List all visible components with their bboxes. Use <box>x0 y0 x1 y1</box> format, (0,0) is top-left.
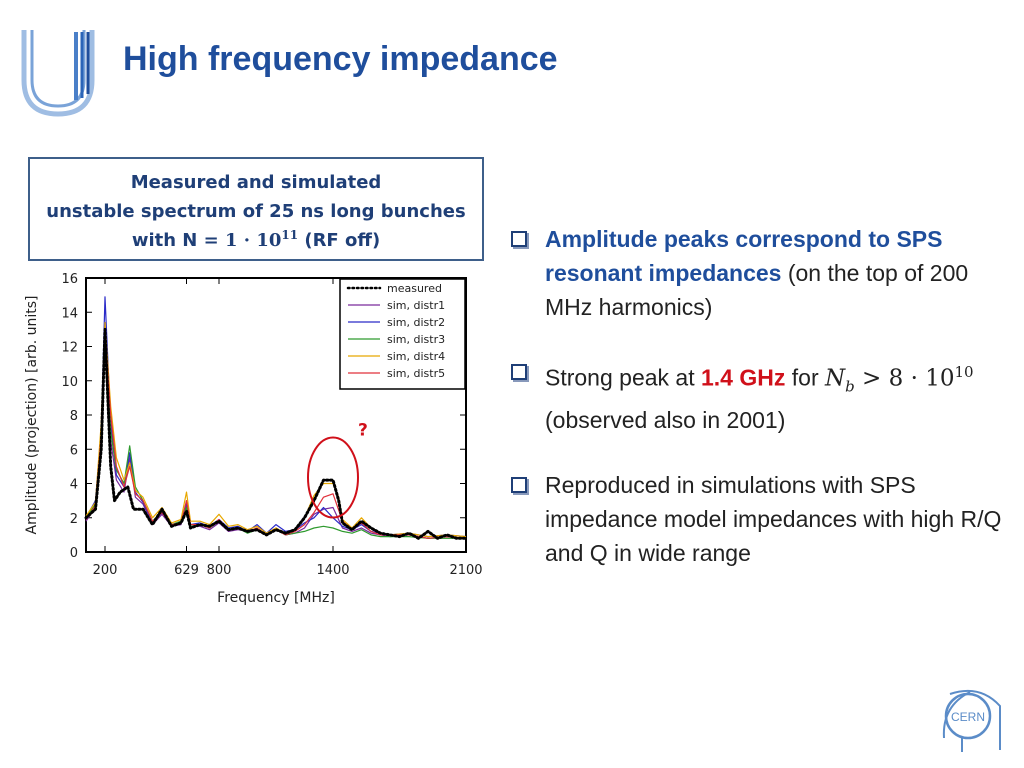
bullet-2-mid: for <box>785 364 825 391</box>
cern-logo-icon: CERN <box>942 690 1001 752</box>
y-tick-label: 8 <box>70 409 78 424</box>
chart-legend: measured sim, distr1 sim, distr2 sim, distr… <box>339 278 466 390</box>
chart-caption-box: Measured and simulated unstable spectrum… <box>28 157 484 261</box>
bullet-item-3: Reproduced in simulations with SPS imped… <box>508 468 1008 570</box>
series-line-0 <box>84 327 468 540</box>
bullet-list: Amplitude peaks correspond to SPS resona… <box>508 222 1008 601</box>
bullet-2-post: (observed also in 2001) <box>545 407 786 434</box>
slide-title: High frequency impedance <box>123 40 558 78</box>
annotation-text: ? <box>358 421 368 441</box>
y-tick-label: 14 <box>61 306 78 321</box>
caption-line-3-prefix: with N <box>131 230 198 251</box>
legend-label: sim, distr2 <box>387 316 445 329</box>
bullet-item-2: Strong peak at 1.4 GHz for Nb > 8 · 1010… <box>508 355 1008 437</box>
legend-label: sim, distr1 <box>387 299 445 312</box>
caption-line-3-exp: 11 <box>281 228 299 242</box>
bullet-2-math-sub: b <box>845 377 855 396</box>
impedance-spectrum-chart: 0 2 4 6 8 10 12 14 16 200 629 800 1400 2100 measured s… <box>24 272 483 606</box>
caption-line-3-suffix: (RF off) <box>298 230 381 251</box>
legend-label: sim, distr5 <box>387 367 445 380</box>
checkbox-bullet-icon <box>511 231 527 247</box>
highlight-circle <box>307 436 359 519</box>
chart-series <box>84 296 468 540</box>
caption-line-2: unstable spectrum of 25 ns long bunches <box>46 201 466 222</box>
checkbox-bullet-icon <box>511 477 527 494</box>
chart-annotation: ? <box>307 421 368 519</box>
bullet-2-math-var: N <box>825 365 846 392</box>
caption-line-3: with N = 1 · 1011 (RF off) <box>30 226 482 255</box>
y-axis-label: Amplitude (projection) [arb. units] <box>24 296 40 535</box>
x-axis-label: Frequency [MHz] <box>217 590 335 606</box>
y-tick-label: 6 <box>70 443 78 458</box>
legend-box <box>339 278 466 390</box>
legend-label: sim, distr4 <box>387 350 445 363</box>
x-tick-label: 800 <box>207 563 232 578</box>
bullet-3-text: Reproduced in simulations with SPS imped… <box>545 472 1002 567</box>
caption-line-1: Measured and simulated <box>130 172 382 193</box>
y-tick-label: 12 <box>61 341 78 356</box>
series-line-4 <box>85 321 467 538</box>
x-tick-label: 2100 <box>449 563 482 578</box>
y-tick-label: 0 <box>70 546 78 561</box>
legend-label: sim, distr3 <box>387 333 445 346</box>
cern-logo-text: CERN <box>951 710 985 724</box>
x-tick-label: 1400 <box>316 563 349 578</box>
checkbox-bullet-icon <box>511 364 527 380</box>
bullet-item-1: Amplitude peaks correspond to SPS resona… <box>508 222 1008 324</box>
bullet-1-rest: (on the top of 200 MHz harmonics) <box>545 260 969 320</box>
x-tick-label: 629 <box>174 563 199 578</box>
caption-line-3-eq: = 1 · 10 <box>197 230 282 251</box>
x-tick-label: 200 <box>93 563 118 578</box>
y-tick-label: 4 <box>70 478 78 493</box>
bullet-2-math-exp: 10 <box>954 363 974 381</box>
bullet-1-bold: Amplitude peaks correspond to SPS resona… <box>545 226 943 286</box>
series-line-2 <box>85 296 467 538</box>
bullet-2-red: 1.4 GHz <box>701 364 786 391</box>
bullet-2-math-rel: > 8 · 10 <box>854 365 955 392</box>
bullet-2-pre: Strong peak at <box>545 364 701 391</box>
u-logo-icon <box>21 30 95 117</box>
y-tick-label: 2 <box>70 512 78 527</box>
y-tick-label: 16 <box>61 272 78 287</box>
y-tick-label: 10 <box>61 375 78 390</box>
legend-label: measured <box>387 282 442 295</box>
